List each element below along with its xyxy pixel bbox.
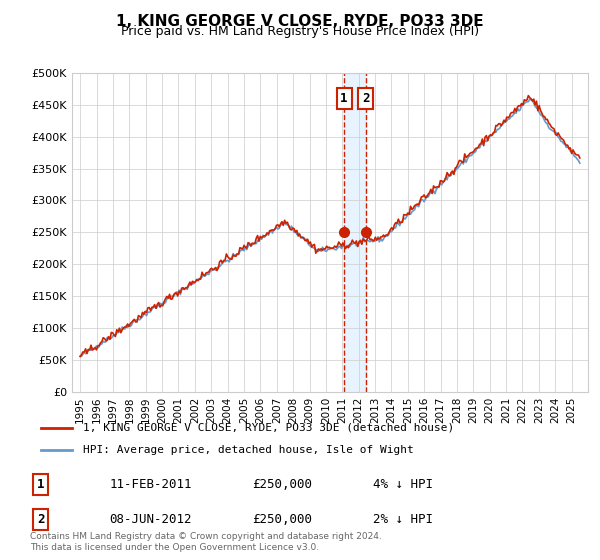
Text: 1: 1	[340, 92, 348, 105]
Text: 1: 1	[37, 478, 44, 491]
Text: 08-JUN-2012: 08-JUN-2012	[109, 513, 192, 526]
Text: HPI: Average price, detached house, Isle of Wight: HPI: Average price, detached house, Isle…	[83, 445, 413, 455]
Text: 2% ↓ HPI: 2% ↓ HPI	[373, 513, 433, 526]
Text: Contains HM Land Registry data © Crown copyright and database right 2024.
This d: Contains HM Land Registry data © Crown c…	[30, 532, 382, 552]
Text: 11-FEB-2011: 11-FEB-2011	[109, 478, 192, 491]
Bar	[344, 73, 366, 392]
Text: 4% ↓ HPI: 4% ↓ HPI	[373, 478, 433, 491]
Text: £250,000: £250,000	[252, 513, 312, 526]
Text: 2: 2	[37, 513, 44, 526]
Text: Price paid vs. HM Land Registry's House Price Index (HPI): Price paid vs. HM Land Registry's House …	[121, 25, 479, 38]
Text: £250,000: £250,000	[252, 478, 312, 491]
Text: 1, KING GEORGE V CLOSE, RYDE, PO33 3DE (detached house): 1, KING GEORGE V CLOSE, RYDE, PO33 3DE (…	[83, 423, 454, 433]
Text: 1, KING GEORGE V CLOSE, RYDE, PO33 3DE: 1, KING GEORGE V CLOSE, RYDE, PO33 3DE	[116, 14, 484, 29]
Text: 2: 2	[362, 92, 370, 105]
